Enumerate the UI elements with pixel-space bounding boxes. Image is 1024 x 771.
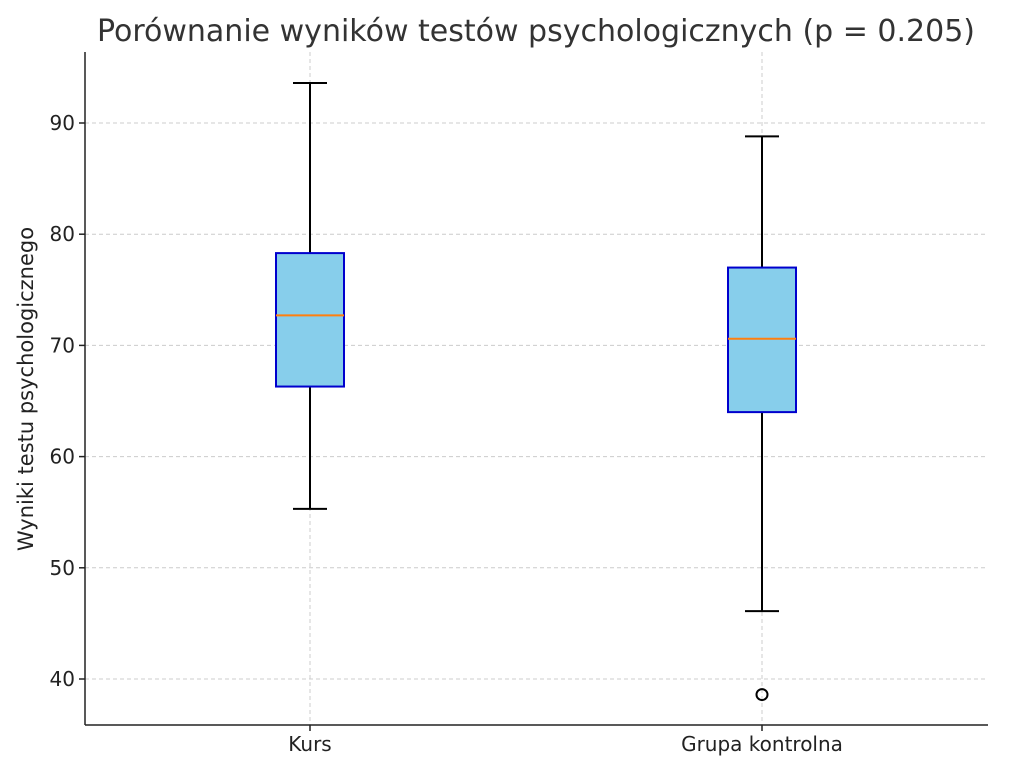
box-group bbox=[727, 135, 797, 702]
y-tick-label: 50 bbox=[50, 556, 75, 580]
x-ticks: Kurs Grupa kontrolna bbox=[288, 725, 843, 756]
chart-title: Porównanie wyników testów psychologiczny… bbox=[97, 14, 975, 49]
box-layer bbox=[275, 81, 797, 702]
axes-layer bbox=[84, 52, 988, 726]
x-tick-label: Kurs bbox=[288, 732, 331, 756]
y-tick-label: 40 bbox=[50, 667, 75, 691]
box-group bbox=[275, 81, 345, 510]
iqr-box bbox=[275, 252, 345, 388]
y-axis-label: Wyniki testu psychologicznego bbox=[14, 227, 38, 551]
y-tick-label: 80 bbox=[50, 222, 75, 246]
y-tick-label: 90 bbox=[50, 111, 75, 135]
grid-layer bbox=[85, 52, 988, 725]
y-ticks: 40 50 60 70 80 90 bbox=[50, 111, 85, 691]
y-tick-label: 70 bbox=[50, 333, 75, 357]
outlier-point bbox=[755, 688, 769, 702]
iqr-box bbox=[727, 266, 797, 414]
x-tick-label: Grupa kontrolna bbox=[681, 732, 843, 756]
y-tick-label: 60 bbox=[50, 445, 75, 469]
